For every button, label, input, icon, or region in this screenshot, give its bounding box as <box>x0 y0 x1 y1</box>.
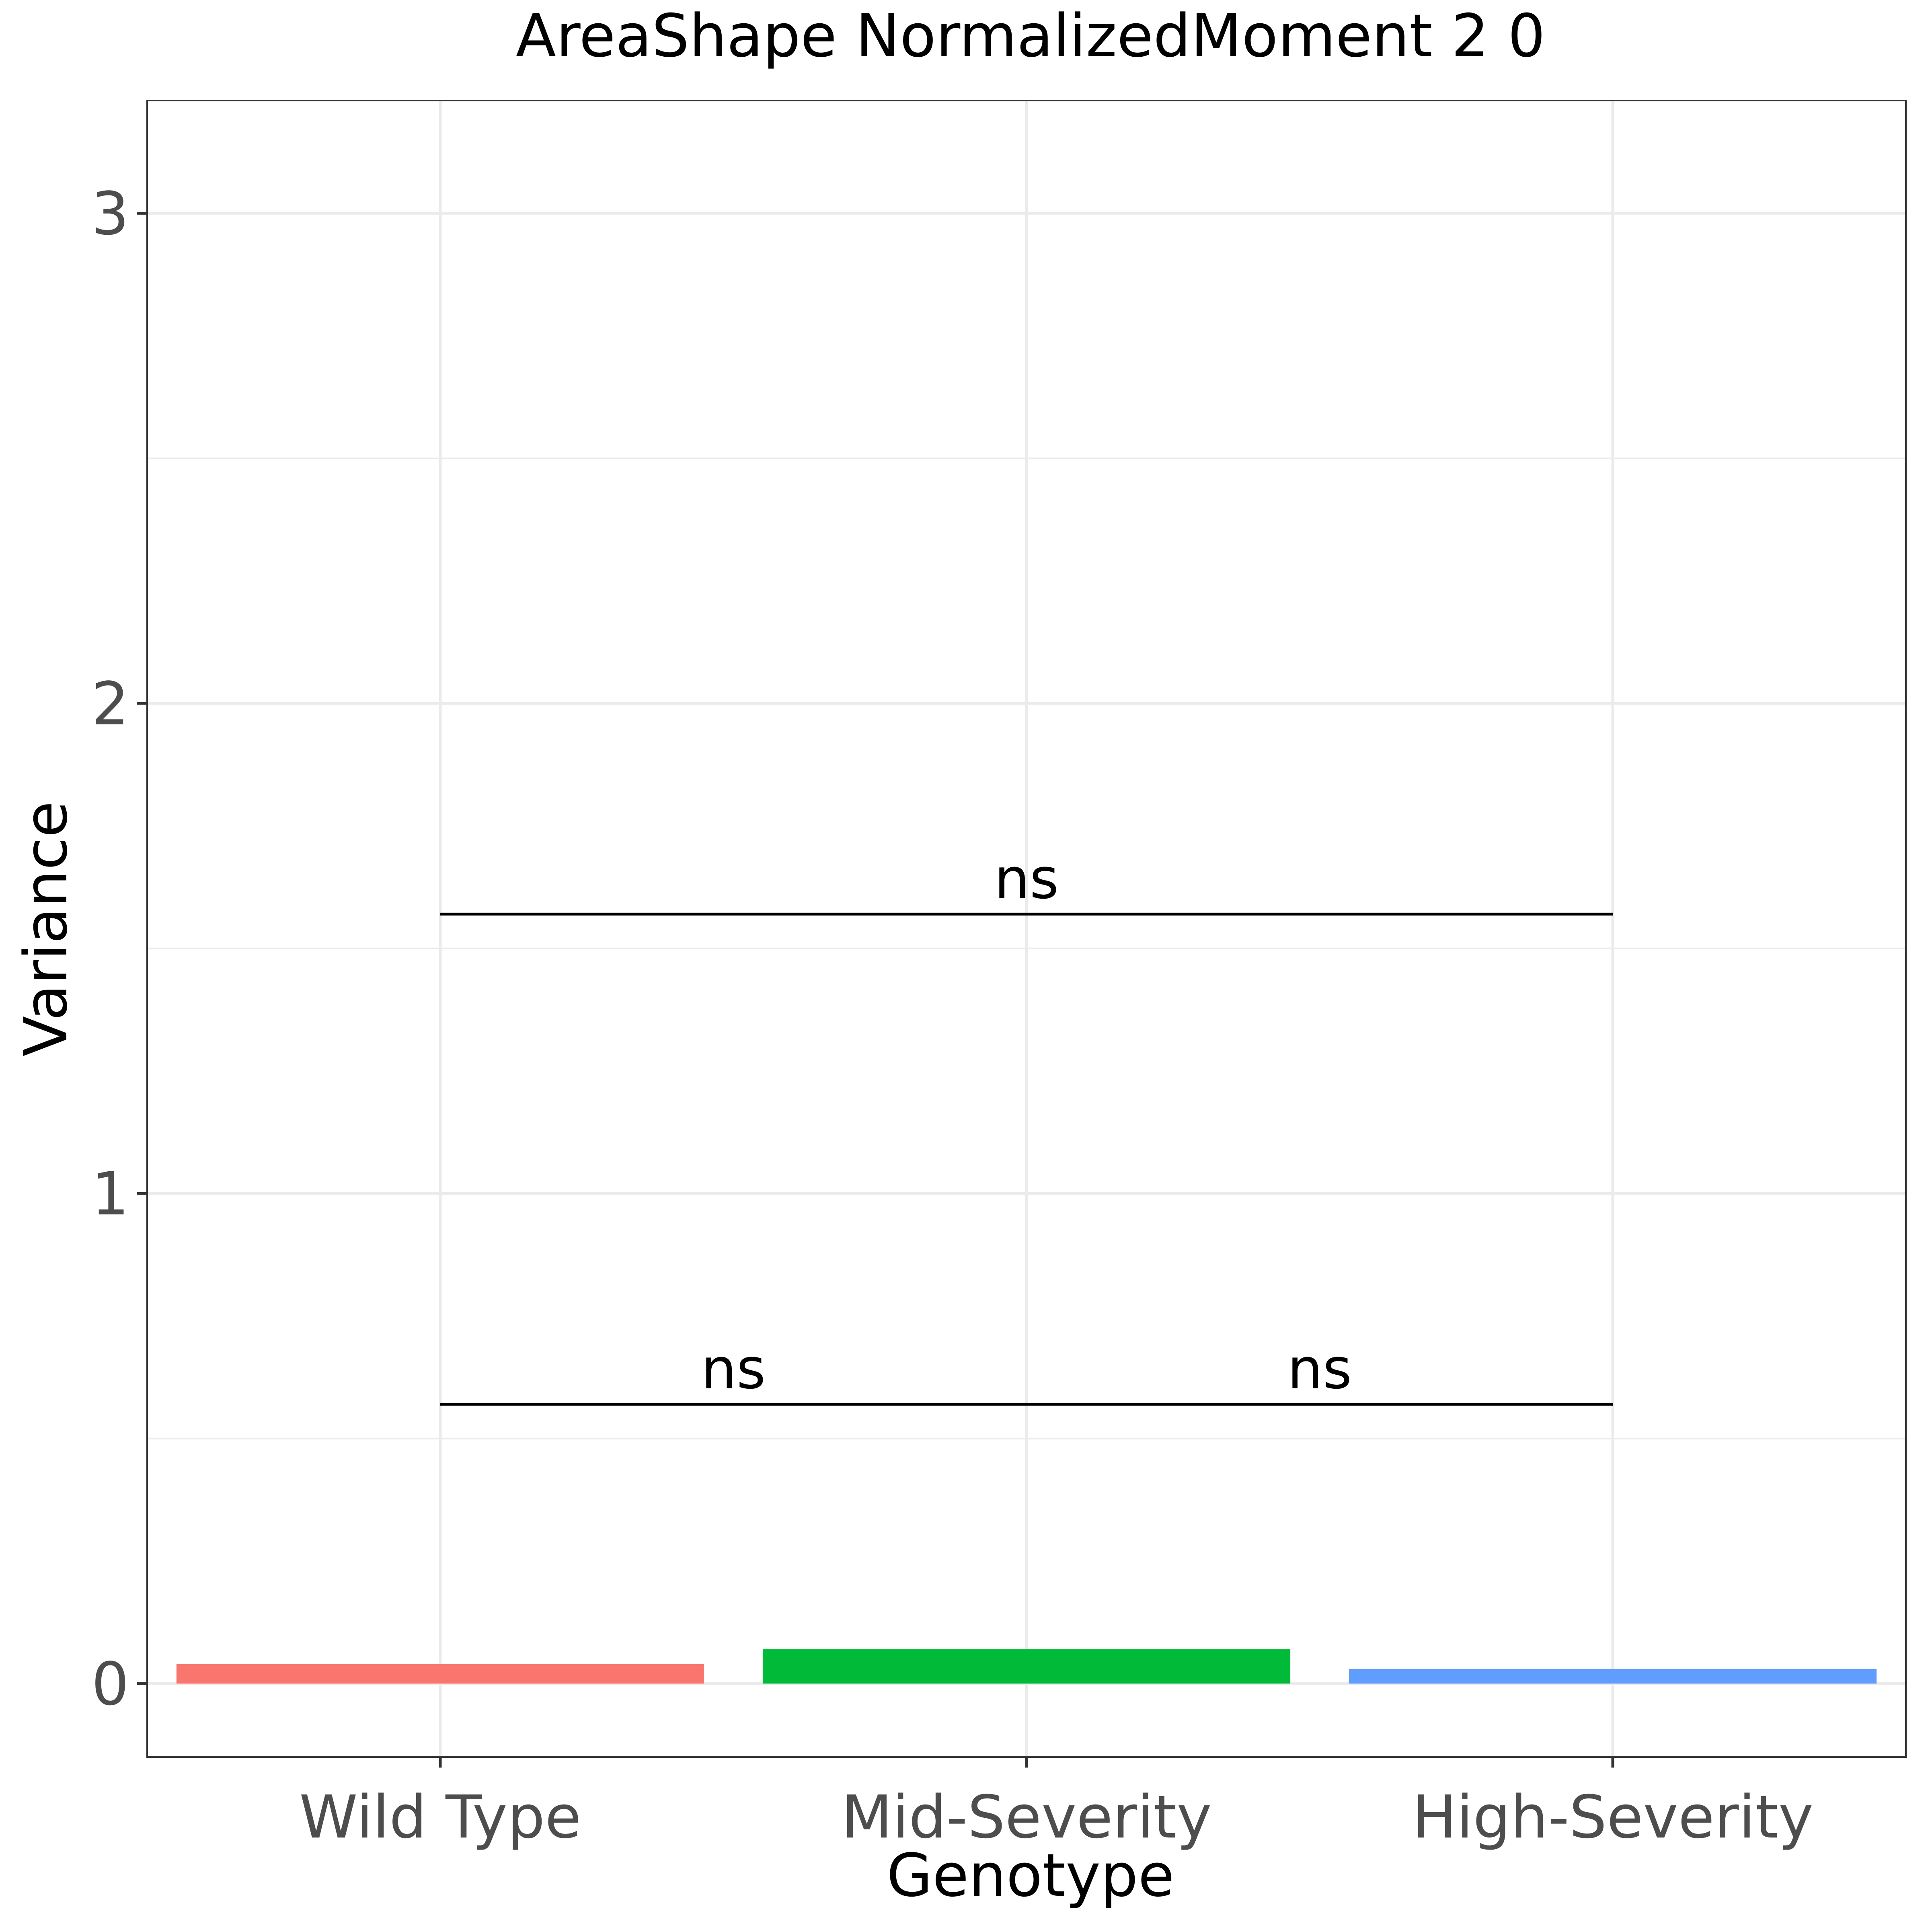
comparison-label: ns <box>994 846 1059 911</box>
x-tick-label: High-Severity <box>1412 1783 1813 1852</box>
bar-wild-type <box>176 1664 704 1684</box>
y-axis-title: Variance <box>12 801 80 1056</box>
x-axis-title: Genotype <box>887 1841 1174 1910</box>
y-tick-label: 3 <box>91 179 129 248</box>
y-tick-label: 1 <box>91 1160 129 1228</box>
axes: 0 1 2 3 Wild Type Mid-Severity High-Severity <box>91 179 1813 1852</box>
grid-lines <box>147 101 1906 1757</box>
bars <box>176 1649 1877 1684</box>
comparison-label: ns <box>1287 1336 1352 1401</box>
significance-brackets: ns ns ns <box>440 846 1613 1406</box>
x-tick-label: Mid-Severity <box>841 1783 1211 1852</box>
comparison-label: ns <box>701 1336 766 1401</box>
y-tick-label: 2 <box>91 669 129 738</box>
y-tick-label: 0 <box>91 1650 129 1718</box>
chart-title: AreaShape NormalizedMoment 2 0 <box>516 2 1546 70</box>
bar-high-severity <box>1349 1669 1877 1684</box>
x-tick-label: Wild Type <box>299 1783 581 1852</box>
bar-mid-severity <box>762 1649 1291 1684</box>
